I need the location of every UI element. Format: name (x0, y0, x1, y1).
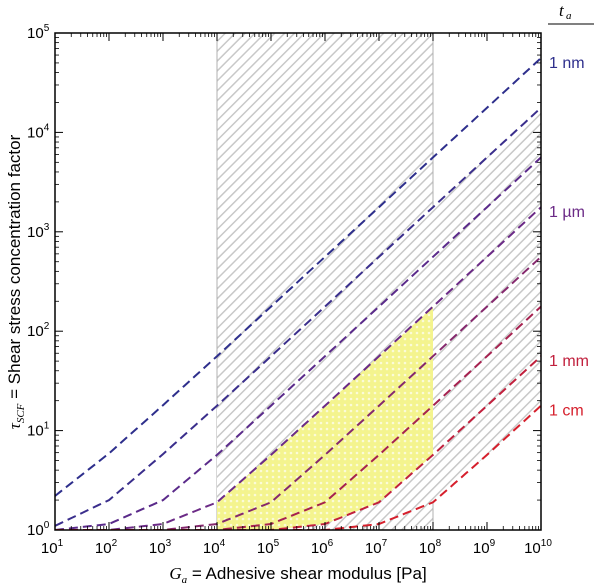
y-tick-label: 102 (27, 321, 50, 340)
y-tick-labels: 100 101 102 103 104 105 (27, 23, 50, 539)
y-tick-label: 101 (27, 421, 50, 440)
x-tick-label: 108 (419, 538, 442, 557)
x-axis-label-text: = Adhesive shear modulus [Pa] (187, 564, 427, 583)
x-tick-label: 105 (257, 538, 280, 557)
y-tick-label: 105 (27, 23, 50, 42)
series-line-6 (55, 305, 541, 530)
series-label-1: 1 nm (549, 55, 585, 72)
legend-title-subscript: a (566, 10, 572, 22)
series-line-4 (55, 206, 541, 530)
series-label-4: 1 µm (549, 204, 585, 221)
y-tick-label: 104 (27, 122, 50, 141)
hatched-band-region (217, 107, 541, 530)
x-axis-label: Ga = Adhesive shear modulus [Pa] (169, 564, 426, 586)
legend-title-symbol: t (559, 1, 565, 20)
y-tick-label: 100 (27, 520, 50, 539)
legend-title: t a (548, 1, 594, 25)
x-axis-label-symbol: G (169, 564, 181, 583)
shaded-regions (216, 33, 541, 530)
x-tick-label: 104 (203, 538, 226, 557)
series-label-7: 1 mm (549, 353, 589, 370)
x-tick-label: 1010 (524, 538, 552, 557)
x-tick-label: 101 (41, 538, 64, 557)
series-labels: 1 nm 1 µm 1 mm 1 cm (549, 55, 589, 420)
x-tick-label: 103 (149, 538, 172, 557)
series-line-1 (55, 57, 541, 497)
y-axis-label-subscript: SCF (15, 403, 27, 423)
axis-ticks (54, 32, 542, 531)
x-tick-label: 106 (311, 538, 334, 557)
x-tick-label: 107 (365, 538, 388, 557)
series-line-2 (55, 107, 541, 527)
series-lines (55, 57, 541, 530)
y-axis-label-symbol: τ (5, 422, 24, 429)
series-line-5 (55, 256, 541, 530)
plot-frame (54, 32, 542, 531)
y-axis-label: τSCF = Shear stress concentration factor (5, 134, 27, 429)
highlight-region (217, 306, 433, 530)
y-tick-label: 103 (27, 222, 50, 241)
y-axis-label-text: = Shear stress concentration factor (5, 134, 24, 403)
x-tick-label: 109 (473, 538, 496, 557)
x-tick-label: 102 (95, 538, 118, 557)
series-label-8: 1 cm (549, 403, 584, 420)
series-line-7 (55, 355, 541, 530)
x-tick-labels: 101 102 103 104 105 106 107 108 109 1010 (41, 538, 552, 557)
x-axis-label-subscript: a (182, 574, 188, 586)
